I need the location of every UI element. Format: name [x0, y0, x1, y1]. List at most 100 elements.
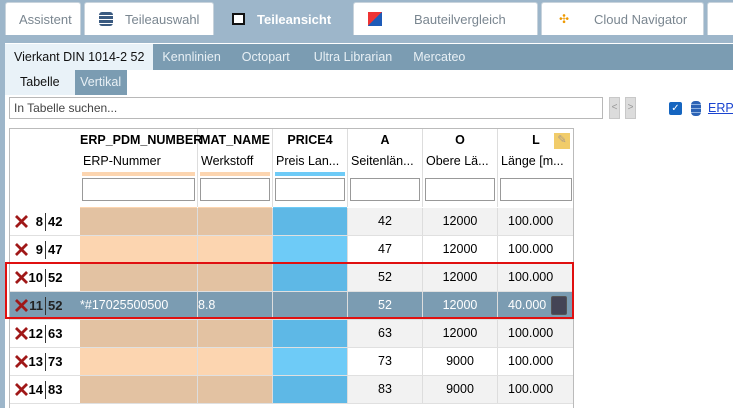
- edit-icon[interactable]: ✎: [554, 133, 570, 149]
- tab-label: Bauteilvergleich: [414, 11, 506, 27]
- table-row[interactable]: 13 73 73 9000 100.000: [10, 348, 573, 376]
- tab-cloud-navigator[interactable]: ✣ Cloud Navigator: [541, 2, 704, 35]
- subtab-octopart[interactable]: Octopart: [241, 50, 290, 64]
- cell-o[interactable]: 9000: [423, 376, 498, 403]
- cell-erp[interactable]: [80, 236, 198, 263]
- cell-a[interactable]: 47: [348, 236, 423, 263]
- erp-link[interactable]: ERP-: [708, 101, 733, 115]
- tab-bauteilvergleich[interactable]: Bauteilvergleich: [353, 2, 538, 35]
- column-name: ERP_PDM_NUMBER: [80, 133, 203, 147]
- delete-icon[interactable]: [15, 383, 28, 396]
- column-filter-input[interactable]: [200, 178, 270, 201]
- tab-more[interactable]: [707, 2, 733, 35]
- cell-erp[interactable]: [80, 208, 198, 235]
- cell-price[interactable]: [273, 264, 348, 291]
- table-row[interactable]: 10 52 52 12000 100.000: [10, 264, 573, 292]
- table-row[interactable]: 14 83 83 9000 100.000: [10, 376, 573, 404]
- tab-teileauswahl[interactable]: Teileauswahl: [84, 2, 214, 35]
- cell-o[interactable]: 12000: [423, 264, 498, 291]
- cell-l[interactable]: 100.000: [498, 376, 573, 403]
- cell-o[interactable]: 12000: [423, 208, 498, 235]
- cell-erp[interactable]: [80, 348, 198, 375]
- subtab-mercateo[interactable]: Mercateo: [413, 50, 466, 64]
- tab-teileansicht[interactable]: Teileansicht: [217, 2, 350, 35]
- column-filter-input[interactable]: [425, 178, 495, 201]
- column-header[interactable]: ERP_PDM_NUMBER ERP-Nummer: [80, 129, 203, 207]
- column-header[interactable]: PRICE4 Preis Lan...: [273, 129, 348, 207]
- cell-o[interactable]: 12000: [423, 320, 498, 347]
- column-label: Länge [m...: [501, 154, 564, 168]
- table-row[interactable]: 9 47 47 12000 100.000: [10, 236, 573, 264]
- subtab-kennlinien[interactable]: Kennlinien: [162, 50, 221, 64]
- cell-erp[interactable]: [80, 264, 198, 291]
- prev-button[interactable]: <: [609, 97, 620, 119]
- delete-icon[interactable]: [15, 327, 28, 340]
- cell-l[interactable]: 100.000: [498, 348, 573, 375]
- erp-checkbox[interactable]: ✓: [669, 102, 682, 115]
- column-header[interactable]: O Obere Lä...: [423, 129, 498, 207]
- column-header[interactable]: MAT_NAME Werkstoff: [198, 129, 273, 207]
- tab-label: Teileauswahl: [125, 11, 200, 27]
- delete-icon[interactable]: [15, 243, 28, 256]
- cell-mat[interactable]: [198, 208, 273, 235]
- cell-price[interactable]: [273, 292, 348, 319]
- tab-vertikal[interactable]: Vertikal: [74, 70, 127, 95]
- column-header[interactable]: A Seitenlän...: [348, 129, 423, 207]
- cell-l[interactable]: 100.000: [498, 236, 573, 263]
- row-header: 9 47: [10, 236, 80, 263]
- column-filter-input[interactable]: [500, 178, 572, 201]
- delete-icon[interactable]: [15, 215, 28, 228]
- cell-a[interactable]: 73: [348, 348, 423, 375]
- cell-l[interactable]: 100.000: [498, 320, 573, 347]
- cell-price[interactable]: [273, 376, 348, 403]
- column-label: Obere Lä...: [426, 154, 489, 168]
- cell-mat[interactable]: [198, 320, 273, 347]
- delete-icon[interactable]: [15, 299, 28, 312]
- cell-price[interactable]: [273, 348, 348, 375]
- cell-price[interactable]: [273, 208, 348, 235]
- cell-erp[interactable]: *#17025500500: [80, 292, 198, 319]
- cell-o[interactable]: 12000: [423, 292, 498, 319]
- delete-icon[interactable]: [15, 271, 28, 284]
- cell-a[interactable]: 52: [348, 292, 423, 319]
- column-name: MAT_NAME: [200, 133, 270, 147]
- tab-label: Teileansicht: [257, 11, 332, 27]
- cell-price[interactable]: [273, 236, 348, 263]
- cell-a[interactable]: 52: [348, 264, 423, 291]
- cell-mat[interactable]: 8.8: [198, 292, 273, 319]
- tab-tabelle[interactable]: Tabelle: [5, 70, 75, 95]
- cell-mat[interactable]: [198, 264, 273, 291]
- row-header: 11 52: [10, 292, 80, 319]
- subtab-ultra-librarian[interactable]: Ultra Librarian: [313, 50, 393, 64]
- column-label: Werkstoff: [201, 154, 254, 168]
- table-row[interactable]: 12 63 63 12000 100.000: [10, 320, 573, 348]
- table-row[interactable]: 11 52 *#17025500500 8.8 52 12000 40.000: [10, 292, 573, 320]
- cell-o[interactable]: 12000: [423, 236, 498, 263]
- cell-a[interactable]: 83: [348, 376, 423, 403]
- delete-icon[interactable]: [15, 355, 28, 368]
- cell-l[interactable]: 100.000: [498, 208, 573, 235]
- column-header[interactable]: L Länge [m... ✎: [498, 129, 573, 207]
- tab-assistent[interactable]: Assistent: [5, 2, 81, 35]
- cell-a[interactable]: 63: [348, 320, 423, 347]
- cell-l[interactable]: 100.000: [498, 264, 573, 291]
- cell-o[interactable]: 9000: [423, 348, 498, 375]
- subtab-vierkant[interactable]: Vierkant DIN 1014-2 52: [5, 44, 154, 70]
- column-filter-input[interactable]: [350, 178, 420, 201]
- row-header: 14 83: [10, 376, 80, 403]
- database-icon: [691, 101, 701, 116]
- column-filter-input[interactable]: [82, 178, 195, 201]
- table-row[interactable]: 8 42 42 12000 100.000: [10, 208, 573, 236]
- next-button[interactable]: >: [625, 97, 636, 119]
- cell-mat[interactable]: [198, 376, 273, 403]
- row-header: 13 73: [10, 348, 80, 375]
- cell-erp[interactable]: [80, 376, 198, 403]
- cell-a[interactable]: 42: [348, 208, 423, 235]
- column-filter-input[interactable]: [275, 178, 345, 201]
- cell-mat[interactable]: [198, 236, 273, 263]
- cell-price[interactable]: [273, 320, 348, 347]
- cell-mat[interactable]: [198, 348, 273, 375]
- cell-erp[interactable]: [80, 320, 198, 347]
- table-search-input[interactable]: In Tabelle suchen...: [9, 97, 603, 119]
- column-label: Seitenlän...: [351, 154, 414, 168]
